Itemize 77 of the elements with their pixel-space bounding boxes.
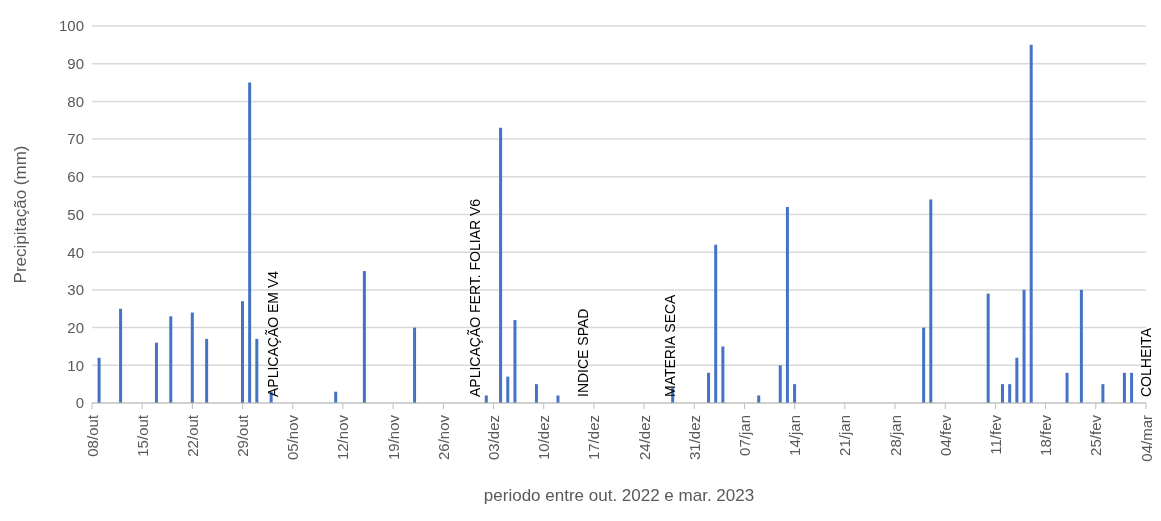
x-axis-title: periodo entre out. 2022 e mar. 2023 (483, 486, 755, 505)
bar (255, 338, 259, 403)
y-tick-label: 70 (67, 130, 84, 148)
bar (513, 320, 517, 403)
x-tick-label: 24/dez (635, 415, 653, 461)
y-tick-label: 20 (67, 318, 84, 336)
bar (119, 308, 123, 403)
bar (248, 82, 252, 403)
bar (986, 293, 990, 403)
y-tick-label: 0 (75, 394, 84, 412)
x-tick-label: 04/mar (1137, 415, 1155, 462)
bar (240, 301, 244, 403)
bar (922, 327, 926, 403)
x-tick-label: 22/out (183, 414, 201, 457)
x-tick-label: 18/fev (1037, 414, 1055, 456)
bar (793, 384, 797, 403)
y-tick-label: 30 (67, 281, 84, 299)
annotation: COLHEITA (1138, 327, 1154, 397)
y-tick-label: 60 (67, 168, 84, 186)
bar (1022, 289, 1026, 403)
bar (1130, 372, 1134, 403)
y-axis-title: Precipitação (mm) (11, 145, 31, 284)
x-tick-label: 17/dez (585, 415, 603, 461)
x-tick-label: 10/dez (535, 415, 553, 461)
y-tick-label: 50 (67, 205, 84, 223)
x-tick-label: 03/dez (485, 415, 503, 461)
x-tick-label: 26/nov (434, 414, 452, 461)
y-tick-label: 10 (67, 356, 84, 374)
x-tick-label: 31/dez (685, 415, 703, 461)
y-tick-label: 40 (67, 243, 84, 261)
bar (785, 206, 789, 403)
bar (1065, 372, 1069, 403)
x-tick-label: 15/out (133, 414, 151, 457)
bar (707, 372, 711, 403)
bar (169, 316, 173, 403)
x-tick-label: 21/jan (836, 415, 854, 456)
bar (97, 357, 101, 403)
x-tick-label: 14/jan (786, 415, 804, 456)
bar (714, 244, 718, 403)
bar (205, 338, 209, 403)
bar (778, 365, 782, 403)
x-tick-label: 11/fev (986, 414, 1004, 455)
bar (506, 376, 510, 403)
bar (757, 395, 761, 403)
bar (1101, 384, 1105, 403)
bar (1079, 289, 1083, 403)
bar (534, 384, 538, 403)
x-tick-label: 04/fev (936, 414, 954, 456)
bar (499, 127, 503, 403)
bar (1015, 357, 1019, 403)
bar (484, 395, 488, 403)
bar (1029, 44, 1033, 403)
bar (1122, 372, 1126, 403)
annotation: MATERIA SECA (661, 293, 678, 397)
x-tick-label: 12/nov (334, 414, 352, 461)
y-tick-label: 80 (67, 92, 84, 110)
x-tick-label: 28/jan (886, 415, 904, 456)
x-tick-label: 07/jan (735, 415, 753, 456)
bar (556, 395, 560, 403)
bar (929, 199, 933, 403)
x-tick-label: 05/nov (284, 414, 302, 461)
x-tick-label: 29/out (234, 414, 252, 457)
bar (190, 312, 194, 403)
y-tick-label: 100 (58, 17, 84, 35)
bar (413, 327, 417, 403)
x-tick-label: 19/nov (384, 414, 402, 461)
bar (1001, 384, 1005, 403)
annotation: APLICAÇÃO EM V4 (265, 270, 282, 397)
bar (1008, 384, 1012, 403)
bar (154, 342, 158, 403)
y-tick-label: 90 (67, 55, 84, 73)
annotation: INDICE SPAD (575, 308, 592, 397)
x-tick-label: 08/out (83, 414, 101, 457)
annotation: APLICAÇÃO FERT. FOLIAR V6 (466, 198, 483, 397)
bar (721, 346, 725, 403)
bar (362, 271, 366, 403)
x-tick-label: 25/fev (1087, 414, 1105, 456)
